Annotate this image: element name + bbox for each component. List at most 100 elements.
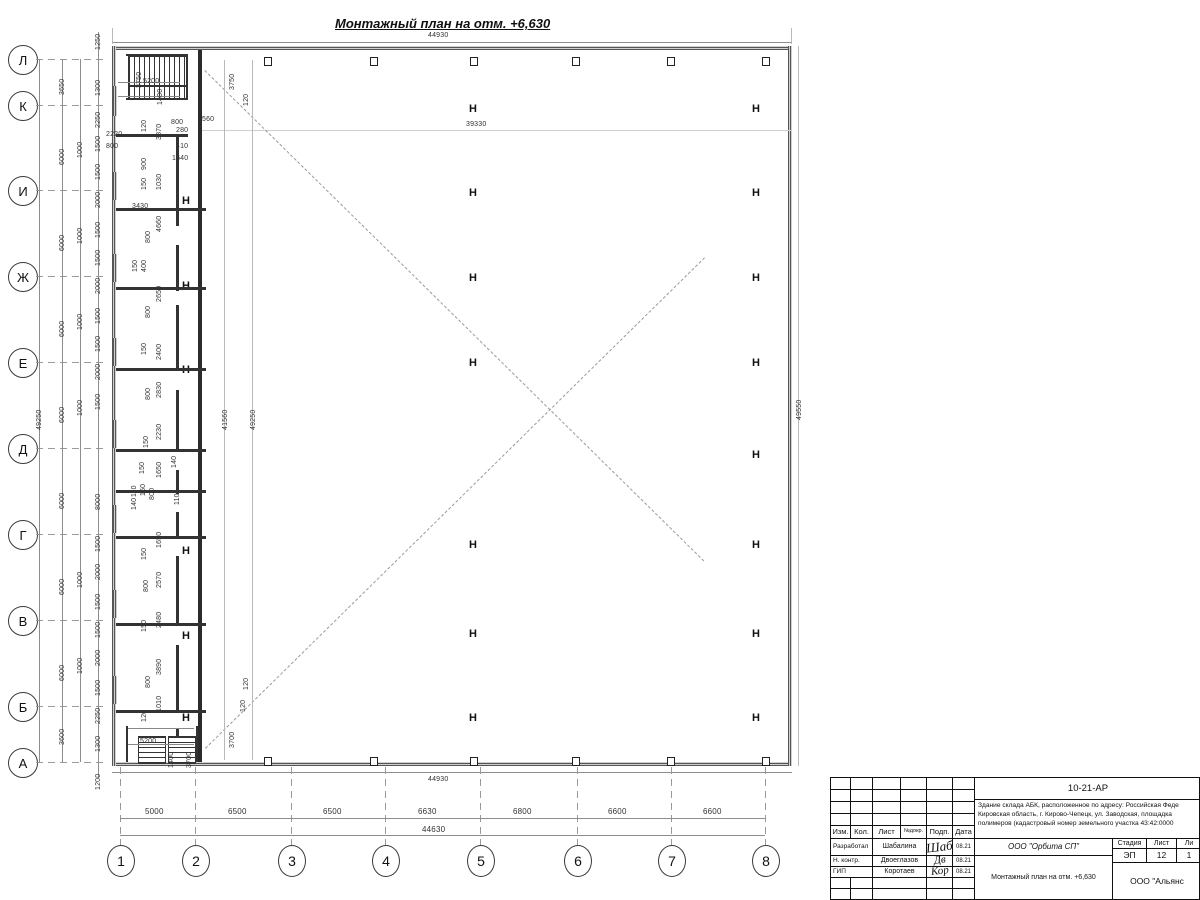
role-nkontr: Н. контр.: [831, 856, 873, 867]
grid-bubble-col-3[interactable]: 3: [278, 845, 306, 877]
beam-glyph: Н: [752, 357, 760, 369]
dim-150-e: 150: [139, 461, 146, 474]
stair-line: [118, 96, 180, 97]
rev-cell[interactable]: [953, 814, 975, 826]
detail-dim: 1500: [95, 221, 102, 238]
grid-bubble-row-3[interactable]: И: [8, 176, 38, 206]
grid-bubble-col-7[interactable]: 7: [658, 845, 686, 877]
owner-org: ООО "Альянс: [1113, 863, 1200, 900]
row-dim: 6000: [59, 148, 66, 165]
rev-cell[interactable]: [927, 778, 953, 790]
rev-cell[interactable]: [953, 802, 975, 814]
row-dim: 6000: [59, 320, 66, 337]
dim-tick: [112, 28, 113, 44]
name-razrabotal: Шабалина: [873, 839, 927, 856]
rev-cell[interactable]: [851, 802, 873, 814]
blank-cell[interactable]: [873, 889, 927, 900]
dim-560: 560: [202, 116, 215, 123]
name-nkontr: Двоеглазов: [873, 856, 927, 867]
grid-bubble-row-4[interactable]: Ж: [8, 262, 38, 292]
value-listov-text: 1: [1186, 850, 1192, 861]
rev-cell[interactable]: [873, 778, 901, 790]
rev-cell[interactable]: [901, 778, 927, 790]
grid-bubble-row-10[interactable]: А: [8, 748, 38, 778]
rev-cell[interactable]: [831, 802, 851, 814]
detail-dim: 2000: [95, 363, 102, 380]
rev-cell[interactable]: [873, 814, 901, 826]
grid-bubble-row-8[interactable]: В: [8, 606, 38, 636]
rev-cell[interactable]: [901, 802, 927, 814]
rev-cell[interactable]: [953, 778, 975, 790]
grid-bubble-row-7[interactable]: Г: [8, 520, 38, 550]
column-mark: [370, 57, 378, 66]
blank-cell[interactable]: [873, 878, 927, 889]
rev-cell[interactable]: [901, 790, 927, 802]
dim-280: 280: [176, 127, 189, 134]
signature-nkontr: Дв: [927, 856, 953, 867]
rev-cell[interactable]: [831, 814, 851, 826]
blank-cell[interactable]: [831, 889, 851, 900]
grid-axis-line: [765, 766, 766, 846]
dim-stair-rise: 3750: [136, 71, 143, 88]
rev-cell[interactable]: [901, 814, 927, 826]
wall-left: [112, 46, 116, 766]
blank-cell[interactable]: [927, 889, 953, 900]
detail-dim: 1500: [95, 621, 102, 638]
rev-cell[interactable]: [851, 790, 873, 802]
rev-cell[interactable]: [873, 802, 901, 814]
pier: [113, 254, 117, 282]
inner-vert-dim-a: 41560: [222, 409, 229, 430]
grid-bubble-row-5[interactable]: Е: [8, 348, 38, 378]
detail-dim: 1300: [95, 735, 102, 752]
grid-bubble-col-8[interactable]: 8: [752, 845, 780, 877]
dim-1030: 1030: [156, 173, 163, 190]
rev-cell[interactable]: [831, 778, 851, 790]
detail-dim: 1200: [95, 773, 102, 790]
blank-cell[interactable]: [851, 878, 873, 889]
rev-cell[interactable]: [831, 790, 851, 802]
detail-dim: 2250: [95, 111, 102, 128]
blank-cell[interactable]: [851, 889, 873, 900]
grid-bubble-row-1[interactable]: Л: [8, 45, 38, 75]
rev-cell[interactable]: [927, 814, 953, 826]
rev-cell[interactable]: [927, 802, 953, 814]
dim-2480: 2480: [156, 611, 163, 628]
rev-cell[interactable]: [873, 790, 901, 802]
dim-150-b: 150: [132, 259, 139, 272]
stair-wall: [126, 726, 128, 762]
grid-axis-line: [291, 766, 292, 846]
partition-wall: [116, 287, 206, 290]
rev-cell[interactable]: [851, 778, 873, 790]
blank-cell[interactable]: [953, 889, 975, 900]
rev-cell[interactable]: [927, 790, 953, 802]
right-dim-line: [798, 46, 799, 766]
rev-cell[interactable]: [851, 814, 873, 826]
dim-150-d: 150: [143, 435, 150, 448]
grid-bubble-col-2[interactable]: 2: [182, 845, 210, 877]
col-dim-line: [120, 818, 765, 819]
dim-2220: 2220: [106, 131, 123, 138]
blank-cell[interactable]: [953, 878, 975, 889]
corridor-wall: [176, 134, 179, 226]
grid-bubble-col-6[interactable]: 6: [564, 845, 592, 877]
row-dim: 3600: [59, 728, 66, 745]
dim-140-b: 140: [131, 497, 138, 510]
inner-dim-line: [252, 60, 253, 760]
grid-bubble-row-9[interactable]: Б: [8, 692, 38, 722]
blank-cell[interactable]: [927, 878, 953, 889]
grid-bubble-col-4[interactable]: 4: [372, 845, 400, 877]
rev-cell[interactable]: [953, 790, 975, 802]
column-mark: [667, 757, 675, 766]
beam-glyph: Н: [469, 712, 477, 724]
beam-glyph: Н: [469, 272, 477, 284]
grid-axis-line: [36, 534, 106, 535]
grid-bubble-row-6[interactable]: Д: [8, 434, 38, 464]
grid-bubble-col-1[interactable]: 1: [107, 845, 135, 877]
grid-bubble-col-5[interactable]: 5: [467, 845, 495, 877]
blank-cell[interactable]: [831, 878, 851, 889]
beam-glyph: Н: [752, 187, 760, 199]
grid-bubble-row-2[interactable]: К: [8, 91, 38, 121]
corridor-wall: [176, 645, 179, 713]
dim-3750-right: 3750: [229, 73, 236, 90]
bottom-total-dim: 44630: [422, 825, 446, 834]
